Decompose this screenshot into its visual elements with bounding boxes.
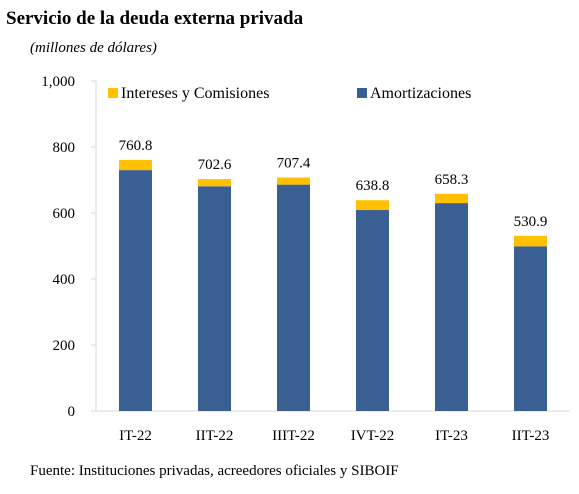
bar-intereses-comisiones bbox=[356, 200, 389, 211]
y-tick-label: 800 bbox=[53, 140, 76, 156]
legend-label: Amortizaciones bbox=[370, 85, 471, 102]
bar-amortizaciones bbox=[356, 210, 389, 411]
bar-intereses-comisiones bbox=[514, 235, 547, 247]
legend-label: Intereses y Comisiones bbox=[121, 85, 269, 102]
total-data-label: 702.6 bbox=[198, 157, 232, 173]
chart-title: Servicio de la deuda externa privada bbox=[6, 8, 304, 29]
y-tick-label: 600 bbox=[53, 206, 76, 222]
x-tick-label: IVT-22 bbox=[351, 428, 395, 444]
bar-intereses-comisiones bbox=[435, 193, 468, 204]
bar-amortizaciones bbox=[514, 246, 547, 411]
bar-intereses-comisiones bbox=[277, 177, 310, 185]
x-tick-label: IIT-23 bbox=[512, 428, 550, 444]
total-data-label: 760.8 bbox=[119, 138, 153, 154]
chart-subtitle: (millones de dólares) bbox=[30, 40, 157, 56]
x-tick-label: IIIT-22 bbox=[272, 428, 315, 444]
y-tick-label: 1,000 bbox=[41, 74, 75, 90]
bar-amortizaciones bbox=[198, 186, 231, 411]
bar-amortizaciones bbox=[277, 184, 310, 411]
x-tick-label: IIT-22 bbox=[196, 428, 234, 444]
y-tick-label: 200 bbox=[53, 338, 76, 354]
source-note: Fuente: Instituciones privadas, acreedor… bbox=[30, 463, 399, 479]
bar-amortizaciones bbox=[435, 203, 468, 411]
total-data-label: 707.4 bbox=[277, 156, 311, 172]
bar-intereses-comisiones bbox=[119, 159, 152, 171]
legend-amortizaciones: Amortizaciones bbox=[357, 85, 471, 102]
bar-amortizaciones bbox=[119, 170, 152, 411]
total-data-label: 658.3 bbox=[435, 172, 469, 188]
x-tick-label: IT-23 bbox=[435, 428, 468, 444]
legend-intereses-comisiones: Intereses y Comisiones bbox=[108, 85, 269, 102]
bar-intereses-comisiones bbox=[198, 179, 231, 187]
x-tick-label: IT-22 bbox=[119, 428, 152, 444]
total-data-label: 638.8 bbox=[356, 178, 390, 194]
y-tick-label: 400 bbox=[53, 272, 76, 288]
y-tick-label: 0 bbox=[68, 404, 76, 420]
total-data-label: 530.9 bbox=[514, 214, 548, 230]
legend-swatch bbox=[108, 88, 118, 98]
legend-swatch bbox=[357, 88, 367, 98]
